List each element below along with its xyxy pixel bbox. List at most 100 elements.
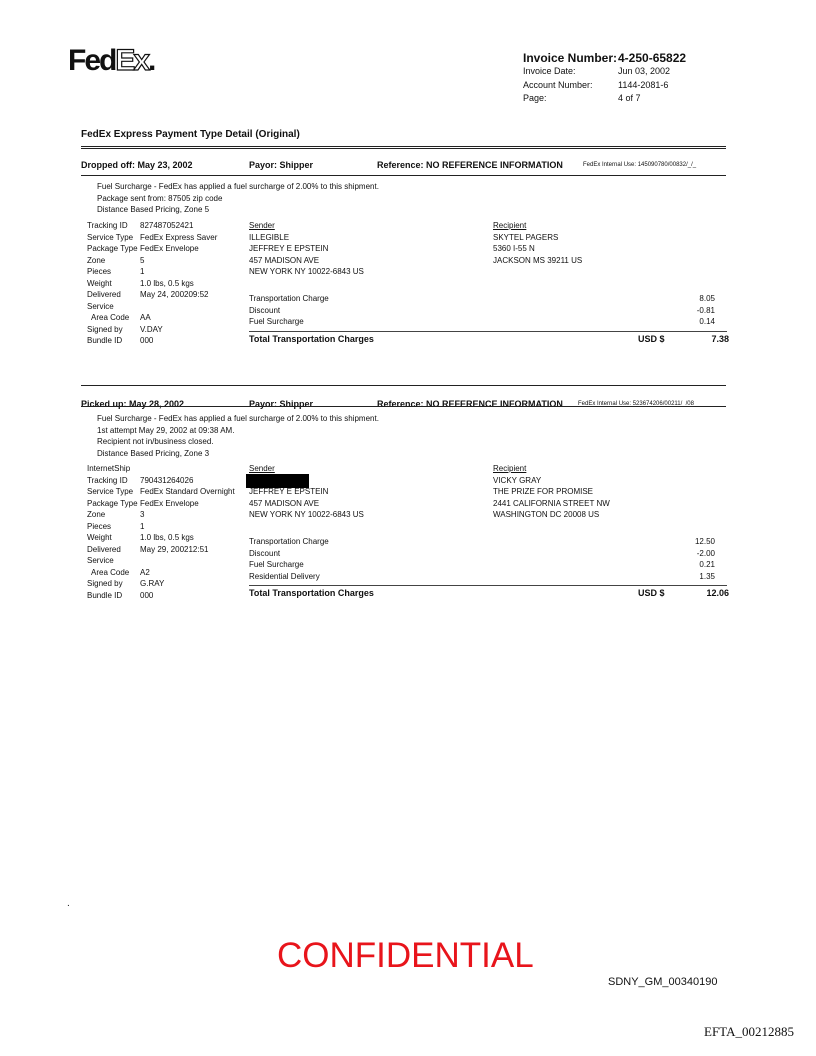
sender-line: 457 MADISON AVE bbox=[249, 498, 320, 508]
divider bbox=[81, 175, 726, 176]
invoice-number-label: Invoice Number: bbox=[523, 51, 618, 65]
detail-value: FedEx Envelope bbox=[140, 244, 199, 253]
detail-value: 000 bbox=[140, 336, 154, 345]
note: Recipient not in/business closed. bbox=[97, 437, 214, 446]
detail-label: Tracking ID bbox=[87, 475, 128, 485]
detail-label: Zone bbox=[87, 255, 106, 265]
payor: Payor: Shipper bbox=[249, 399, 314, 409]
detail-value: FedEx Express Saver bbox=[140, 232, 218, 242]
shipment-date: Picked up: May 28, 2002 bbox=[81, 399, 185, 409]
total-divider bbox=[249, 585, 727, 586]
currency: USD $ bbox=[638, 334, 665, 344]
detail-value: FedEx Envelope bbox=[140, 498, 199, 508]
sender-label: Sender bbox=[249, 221, 275, 230]
charge-label: Discount bbox=[249, 548, 281, 558]
detail-value: 827487052421 bbox=[140, 221, 194, 230]
charge-label: Fuel Surcharge bbox=[249, 317, 304, 326]
detail-value: V.DAY bbox=[140, 324, 163, 334]
charge-amount: 0.21 bbox=[699, 560, 715, 569]
detail-label: Pieces bbox=[87, 521, 112, 531]
divider bbox=[81, 148, 726, 149]
detail-value: AA bbox=[140, 313, 151, 322]
charge-amount: -0.81 bbox=[696, 305, 715, 315]
sender-line: NEW YORK NY 10022-6843 US bbox=[249, 267, 364, 276]
note: 1st attempt May 29, 2002 at 09:38 AM. bbox=[97, 425, 235, 435]
detail-value: 1.0 lbs, 0.5 kgs bbox=[140, 278, 194, 288]
charge-amount: 1.35 bbox=[699, 571, 715, 581]
reference: Reference: NO REFERENCE INFORMATION bbox=[377, 160, 563, 170]
note: Distance Based Pricing, Zone 3 bbox=[97, 448, 210, 458]
detail-label: Tracking ID bbox=[87, 221, 128, 230]
note: Package sent from: 87505 zip code bbox=[97, 193, 223, 203]
bates-number: SDNY_GM_00340190 bbox=[608, 976, 718, 988]
detail-label: Service Type bbox=[87, 487, 134, 496]
note: Fuel Surcharge - FedEx has applied a fue… bbox=[97, 182, 379, 191]
charge-label: Transportation Charge bbox=[249, 294, 329, 303]
sender-line: JEFFREY E EPSTEIN bbox=[249, 487, 329, 496]
internal-use: FedEx Internal Use: 145090780/00832/_/_ bbox=[583, 162, 697, 168]
charge-label: Fuel Surcharge bbox=[249, 560, 304, 569]
charge-label: Transportation Charge bbox=[249, 537, 329, 546]
detail-label: Pieces bbox=[87, 267, 112, 276]
total-amount: 7.38 bbox=[711, 334, 729, 344]
redaction-box bbox=[246, 474, 309, 488]
charge-label: Residential Delivery bbox=[249, 571, 320, 581]
account-number: 1144-2081-6 bbox=[618, 80, 669, 90]
detail-label: Signed by bbox=[87, 324, 123, 334]
efta-number: EFTA_00212885 bbox=[704, 1024, 794, 1039]
detail-label: Delivered bbox=[87, 290, 121, 299]
total-label: Total Transportation Charges bbox=[249, 588, 374, 598]
recipient-line: VICKY GRAY bbox=[493, 475, 542, 485]
total-label: Total Transportation Charges bbox=[249, 334, 374, 344]
detail-label: InternetShip bbox=[87, 464, 131, 473]
sender-line: ILLEGIBLE bbox=[249, 232, 290, 242]
recipient-line: SKYTEL PAGERS bbox=[493, 232, 559, 242]
sender-line: NEW YORK NY 10022-6843 US bbox=[249, 510, 364, 519]
recipient-line: 5360 I-55 N bbox=[493, 244, 535, 253]
detail-label: Weight bbox=[87, 533, 112, 542]
charge-amount: -2.00 bbox=[696, 548, 715, 558]
detail-value: 3 bbox=[140, 510, 145, 519]
detail-label: Area Code bbox=[87, 313, 130, 322]
fedex-logo: FedEx. bbox=[68, 43, 157, 77]
sender-line: 457 MADISON AVE bbox=[249, 255, 320, 265]
note: Fuel Surcharge - FedEx has applied a fue… bbox=[97, 414, 379, 423]
detail-label: Service Type bbox=[87, 232, 134, 242]
detail-value: May 24, 200209:52 bbox=[140, 290, 209, 299]
detail-value: G.RAY bbox=[140, 579, 165, 588]
page-number: 4 of 7 bbox=[618, 93, 641, 103]
note: Distance Based Pricing, Zone 5 bbox=[97, 205, 210, 214]
internal-use: FedEx Internal Use: 523674206/00211/_/08 bbox=[578, 401, 694, 407]
currency: USD $ bbox=[638, 588, 665, 598]
detail-value: 000 bbox=[140, 590, 154, 600]
confidential-stamp: CONFIDENTIAL bbox=[277, 936, 534, 975]
charge-label: Discount bbox=[249, 305, 281, 315]
detail-label: Package Type bbox=[87, 244, 138, 253]
detail-label: Zone bbox=[87, 510, 106, 519]
divider bbox=[81, 406, 726, 407]
stray-dot: . bbox=[67, 898, 70, 909]
detail-value: FedEx Standard Overnight bbox=[140, 487, 235, 496]
total-amount: 12.06 bbox=[706, 588, 729, 598]
charge-amount: 0.14 bbox=[699, 317, 715, 326]
sender-line: JEFFREY E EPSTEIN bbox=[249, 244, 329, 253]
sender-label: Sender bbox=[249, 464, 275, 473]
recipient-line: THE PRIZE FOR PROMISE bbox=[493, 487, 594, 496]
detail-value: 1.0 lbs, 0.5 kgs bbox=[140, 533, 194, 542]
invoice-number: 4-250-65822 bbox=[618, 51, 687, 65]
detail-label: Weight bbox=[87, 278, 112, 288]
detail-value: 1 bbox=[140, 267, 145, 276]
page-label: Page: bbox=[523, 93, 547, 103]
divider bbox=[81, 385, 726, 386]
detail-label: Bundle ID bbox=[87, 336, 123, 345]
detail-value: May 29, 200212:51 bbox=[140, 544, 209, 554]
detail-value: 1 bbox=[140, 521, 145, 531]
account-number-label: Account Number: bbox=[523, 80, 593, 90]
detail-value: 790431264026 bbox=[140, 475, 194, 485]
detail-label: Bundle ID bbox=[87, 590, 123, 600]
detail-value: 5 bbox=[140, 255, 145, 265]
recipient-line: JACKSON MS 39211 US bbox=[493, 255, 583, 265]
section-title: FedEx Express Payment Type Detail (Origi… bbox=[81, 129, 300, 140]
invoice-date: Jun 03, 2002 bbox=[618, 66, 671, 76]
recipient-line: 2441 CALIFORNIA STREET NW bbox=[493, 498, 610, 508]
